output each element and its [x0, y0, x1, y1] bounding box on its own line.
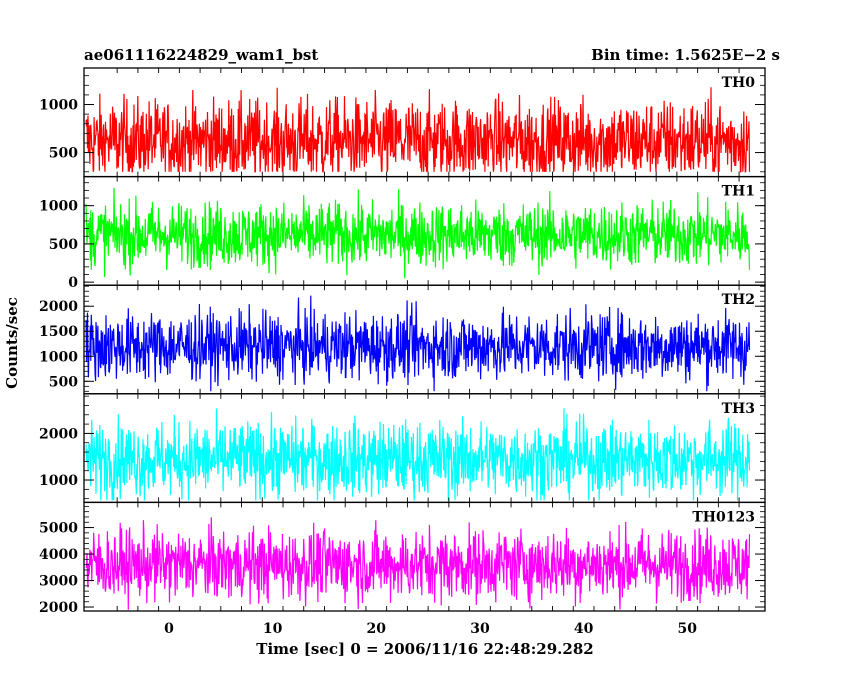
x-tick-label: 50	[678, 621, 698, 637]
y-tick-label: 4000	[39, 547, 78, 563]
panel-th0123: 2000 3000 4000 5000 TH0123	[39, 501, 766, 616]
x-axis-title: Time [sec] 0 = 2006/11/16 22:48:29.282	[256, 640, 593, 658]
bin-time-label: Bin time: 1.5625E−2 s	[591, 46, 780, 64]
series-trace-th0123	[85, 517, 751, 610]
x-tick-label: 40	[574, 621, 594, 637]
y-tick-label: 500	[49, 146, 78, 162]
panel-th3: 1000 2000 TH3	[39, 393, 766, 504]
panel-th1: 0 500 1000 TH1	[39, 175, 766, 291]
y-tick-label: 1000	[39, 473, 78, 489]
series-trace-th2	[85, 295, 751, 392]
series-trace-th3	[85, 408, 751, 501]
series-label-th3: TH3	[722, 401, 755, 417]
y-tick-label: 3000	[39, 574, 78, 590]
y-tick-label: 2000	[39, 426, 78, 442]
y-tick-label: 1000	[39, 349, 78, 365]
x-tick-label: 10	[263, 621, 283, 637]
series-trace-th1	[85, 187, 751, 279]
chart-title: ae061116224829_wam1_bst	[84, 46, 318, 64]
panel-frame	[83, 501, 766, 612]
series-label-th2: TH2	[722, 292, 755, 308]
series-label-th0: TH0	[722, 75, 756, 91]
y-axis-title: Counts/sec	[3, 297, 21, 389]
x-tick-label: 0	[164, 621, 174, 637]
x-tick-label: 30	[470, 621, 490, 637]
y-tick-label: 1000	[39, 98, 78, 114]
series-label-th0123: TH0123	[692, 509, 755, 525]
y-tick-label: 2000	[39, 299, 78, 315]
y-tick-label: 5000	[39, 521, 78, 537]
y-tick-label: 500	[49, 237, 78, 253]
y-tick-label: 1500	[39, 324, 78, 340]
y-tick-label: 1000	[39, 199, 78, 215]
series-trace-th0	[85, 87, 751, 173]
y-tick-label: 500	[49, 374, 78, 390]
panels-group: 500 1000 TH0 0 500 1000 TH1 500 1000 1500 2000 TH2 1…	[39, 67, 766, 616]
panel-th0: 500 1000 TH0	[39, 67, 766, 178]
series-label-th1: TH1	[722, 184, 755, 200]
x-tick-label: 20	[367, 621, 387, 637]
panel-th2: 500 1000 1500 2000 TH2	[39, 284, 766, 395]
y-tick-label: 2000	[39, 600, 78, 616]
x-axis: 0 10 20 30 40 50	[164, 621, 697, 637]
y-tick-label: 0	[68, 275, 78, 291]
